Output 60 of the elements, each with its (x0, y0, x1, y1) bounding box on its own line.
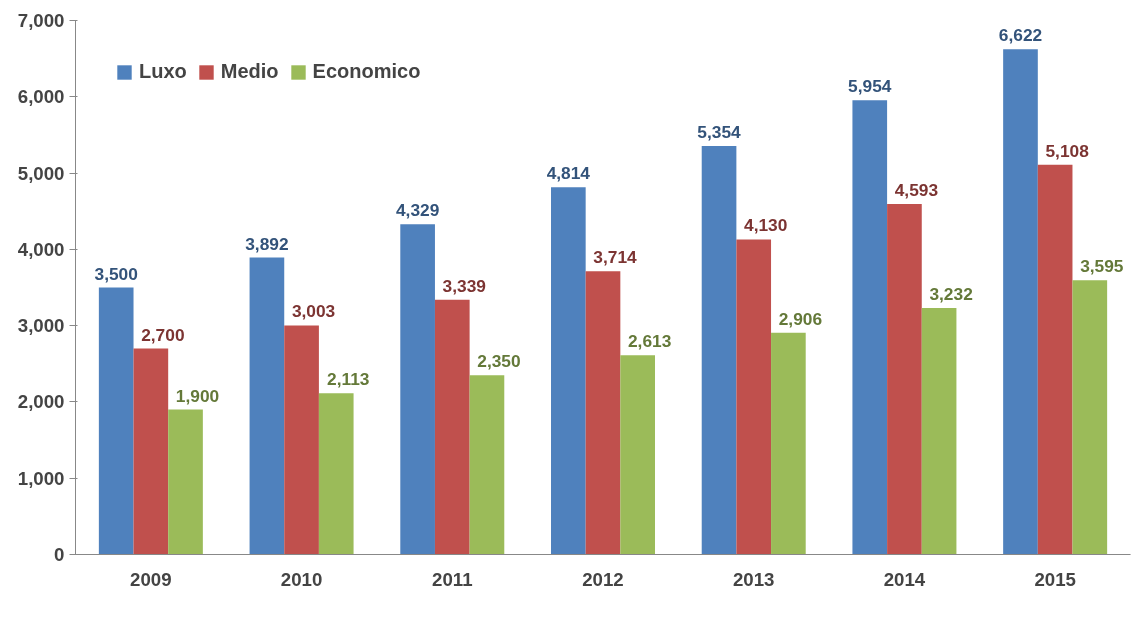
y-tick-label: 0 (54, 544, 65, 565)
x-tick-label: 2011 (432, 568, 473, 590)
bar (400, 224, 435, 555)
y-tick-label: 6,000 (17, 86, 65, 108)
data-label: 3,339 (442, 275, 486, 296)
data-label: 4,329 (395, 200, 440, 221)
bar (434, 299, 470, 555)
data-label: 4,130 (744, 215, 788, 236)
legend-label: Luxo (139, 60, 187, 83)
data-label: 3,232 (929, 283, 973, 304)
bar (701, 146, 737, 555)
x-tick-label: 2013 (732, 568, 775, 590)
bar (284, 325, 319, 555)
data-label: 2,613 (627, 331, 672, 352)
data-label: 5,354 (697, 122, 742, 143)
data-label: 5,108 (1045, 140, 1090, 161)
data-label: 2,700 (141, 324, 185, 345)
bar (98, 287, 134, 555)
data-label: 5,954 (848, 76, 892, 97)
x-tick-label: 2009 (130, 568, 172, 590)
bar (585, 271, 621, 555)
data-label: 6,622 (998, 25, 1043, 46)
x-tick-label: 2012 (582, 568, 624, 590)
x-tick-label: 2015 (1034, 568, 1076, 590)
bar (133, 348, 169, 555)
bar (736, 239, 772, 555)
y-tick-label: 2,000 (17, 391, 65, 413)
data-label: 1,900 (175, 385, 220, 406)
data-label: 4,593 (894, 180, 939, 201)
bar (887, 204, 922, 555)
bar (249, 257, 285, 555)
x-tick-label: 2010 (280, 568, 323, 590)
y-tick-label: 4,000 (17, 238, 65, 260)
y-tick-label: 3,000 (17, 315, 65, 337)
data-label: 2,906 (778, 308, 823, 329)
bar (1003, 49, 1038, 555)
legend-label: Medio (220, 60, 279, 83)
bar (168, 409, 203, 555)
bar (551, 187, 586, 555)
data-label: 3,500 (94, 263, 138, 284)
bar (620, 355, 655, 555)
bar (771, 332, 806, 555)
data-label: 3,892 (245, 233, 289, 254)
data-label: 3,003 (291, 301, 336, 322)
bar (921, 307, 957, 555)
data-label: 2,350 (477, 351, 521, 372)
y-tick-label: 5,000 (17, 162, 65, 184)
bar (852, 100, 888, 555)
bar (469, 375, 505, 555)
bar (318, 393, 354, 555)
data-label: 4,814 (546, 163, 591, 184)
y-tick-label: 7,000 (17, 10, 65, 31)
data-label: 3,714 (593, 247, 638, 268)
y-tick-label: 1,000 (17, 467, 65, 489)
x-tick-label: 2014 (883, 568, 926, 590)
bar (1037, 164, 1073, 555)
data-label: 2,113 (327, 369, 370, 390)
data-label: 3,595 (1080, 256, 1124, 277)
legend-label: Economico (312, 60, 421, 83)
bar (1072, 280, 1108, 555)
